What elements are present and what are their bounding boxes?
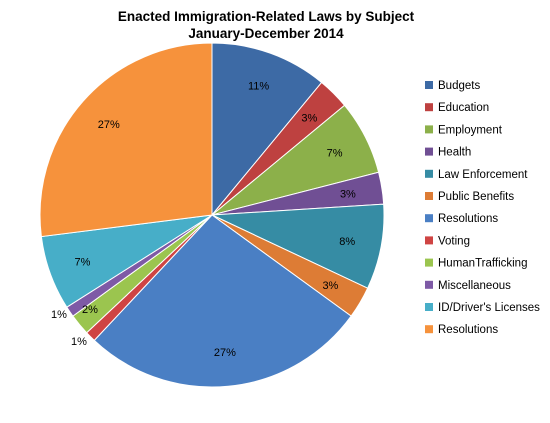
slice-label-2: 3% [301,113,317,125]
slice-label-6: 3% [322,280,338,292]
legend-label-4: Health [438,147,471,159]
legend-swatch-12 [425,325,433,334]
legend-label-5: Law Enforcement [438,169,528,181]
slice-label-1: 11% [248,81,269,93]
legend-label-7: Resolutions [438,213,498,225]
legend-label-9: HumanTrafficking [438,258,527,270]
legend-label-12: Resolutions [438,324,498,336]
legend-swatch-3 [425,125,433,134]
legend-swatch-2 [425,103,433,112]
legend-swatch-11 [425,303,433,311]
slice-label-12: 27% [98,119,120,131]
slice-label-8: 1% [71,336,87,348]
legend-label-2: Education [438,102,489,114]
slice-label-9: 2% [82,304,98,316]
pie-slice-12 [39,42,213,238]
slice-label-4: 3% [340,189,356,201]
legend-swatch-10 [425,280,433,289]
slice-label-10: 1% [51,309,67,321]
slice-label-7: 27% [214,347,236,359]
slice-label-3: 7% [327,148,343,160]
slice-label-11: 7% [75,257,91,269]
legend-label-10: Miscellaneous [438,280,511,292]
legend-label-3: Employment [438,124,503,136]
legend-label-8: Voting [438,235,470,247]
slice-label-5: 8% [339,236,355,248]
legend-swatch-6 [425,192,433,200]
legend-label-11: ID/Driver's Licenses [438,302,540,314]
chart-title: Enacted Immigration-Related Laws by Subj… [118,9,415,24]
pie-slice-1 [211,42,323,217]
legend-swatch-1 [425,81,433,89]
chart-subtitle: January-December 2014 [188,26,344,41]
legend: Budgets Education Employment Health Law Enfo… [425,80,540,336]
legend-swatch-7 [425,214,433,223]
pie-slice-7 [93,214,352,388]
legend-label-1: Budgets [438,80,480,92]
slice-labels: 11% 3% 7% 3% 8% 3% 27% 1% 2% 1% 7% 27% [51,81,356,360]
legend-label-6: Public Benefits [438,191,514,203]
legend-swatch-4 [425,147,433,156]
legend-swatch-9 [425,258,433,267]
pie-slices [39,42,385,388]
legend-swatch-5 [425,169,433,178]
legend-swatch-8 [425,236,433,245]
